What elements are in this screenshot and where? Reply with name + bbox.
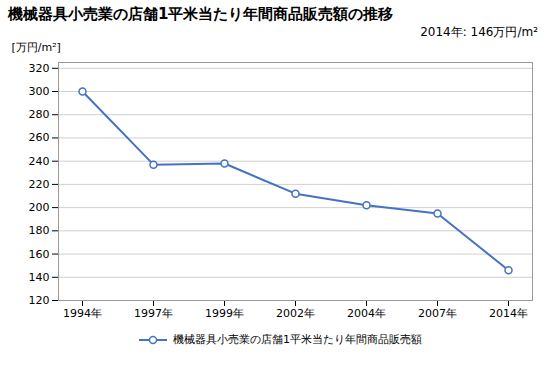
- svg-text:2004年: 2004年: [347, 307, 386, 320]
- svg-text:160: 160: [29, 248, 50, 261]
- svg-text:180: 180: [29, 224, 50, 237]
- html-text:機械器具小売業の店舗1平米当たり年間商品販売額: 機械器具小売業の店舗1平米当たり年間商品販売額: [173, 333, 422, 346]
- svg-text:240: 240: [29, 155, 50, 168]
- html-text:機械器具小売業の店舗1平米当たり年間商品販売額の推移: 機械器具小売業の店舗1平米当たり年間商品販売額の推移: [8, 5, 394, 23]
- svg-text:320: 320: [29, 62, 50, 75]
- svg-text:1994年: 1994年: [63, 307, 102, 320]
- svg-text:220: 220: [29, 178, 50, 191]
- html-text:2014年: 146万円/m²: 2014年: 146万円/m²: [420, 25, 538, 39]
- svg-text:200: 200: [29, 201, 50, 214]
- svg-text:[万円/m²]: [万円/m²]: [12, 41, 61, 54]
- svg-text:2007年: 2007年: [418, 307, 457, 320]
- svg-text:280: 280: [29, 108, 50, 121]
- svg-text:2014年: 2014年: [489, 307, 528, 320]
- svg-text:120: 120: [29, 294, 50, 307]
- svg-text:1999年: 1999年: [205, 307, 244, 320]
- svg-text:300: 300: [29, 85, 50, 98]
- svg-text:2002年: 2002年: [276, 307, 315, 320]
- svg-text:260: 260: [29, 131, 50, 144]
- svg-text:1997年: 1997年: [134, 307, 173, 320]
- svg-text:140: 140: [29, 271, 50, 284]
